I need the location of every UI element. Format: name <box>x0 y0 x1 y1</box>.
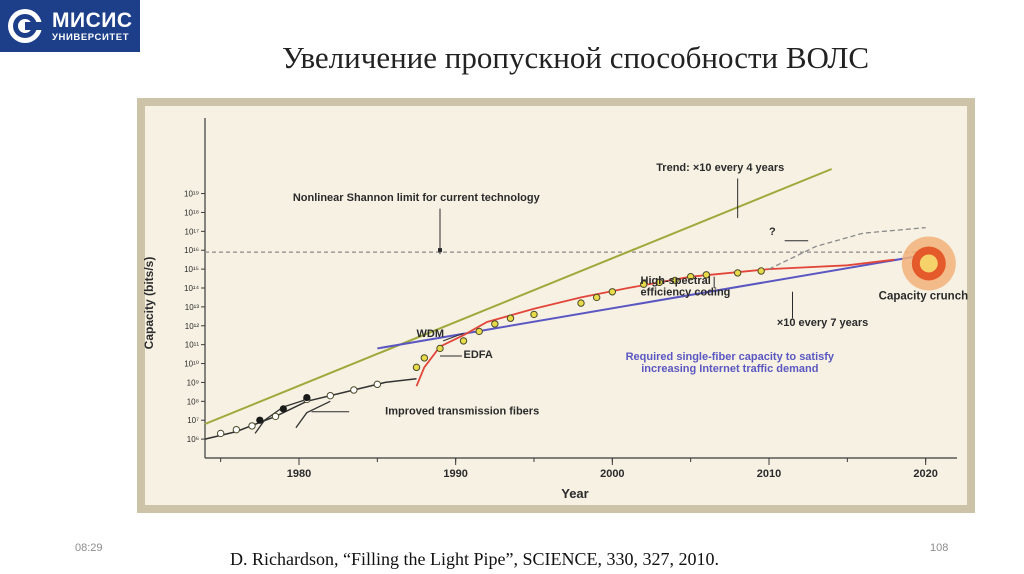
data-point <box>216 429 225 438</box>
x-axis-label: Year <box>561 486 588 501</box>
data-point <box>326 391 335 400</box>
y-tick-label: 10¹³ <box>185 303 200 312</box>
x-tick-label: 2010 <box>757 468 781 480</box>
shannon-pointer-mark <box>438 248 442 253</box>
data-point <box>491 320 499 328</box>
data-point <box>475 327 483 336</box>
demand-label: ×10 every 7 years <box>777 317 868 329</box>
annotation-label: High-spectral <box>641 275 711 287</box>
slide-title: Увеличение пропускной способности ВОЛС <box>282 40 870 75</box>
fiber-curve-2 <box>295 400 331 429</box>
data-point <box>412 363 421 372</box>
x-tick-label: 1980 <box>287 468 311 480</box>
slide-time: 08:29 <box>75 542 103 554</box>
data-point <box>248 422 256 430</box>
data-point <box>420 354 429 362</box>
logo-sub-text: УНИВЕРСИТЕТ <box>52 31 130 43</box>
data-point-filled <box>279 405 287 413</box>
citation: D. Richardson, “Filling the Light Pipe”,… <box>230 549 719 569</box>
y-tick-label: 10¹⁰ <box>184 360 199 369</box>
y-axis-label: Capacity (bits/s) <box>142 257 156 350</box>
y-tick-label: 10⁶ <box>187 435 199 444</box>
data-point <box>350 386 358 394</box>
data-point <box>271 412 280 421</box>
university-logo: МИСИС УНИВЕРСИТЕТ <box>0 0 140 52</box>
data-point <box>671 276 679 285</box>
capacity-crunch-center <box>919 254 938 273</box>
annotation-label: EDFA <box>464 349 493 361</box>
data-point <box>686 272 695 281</box>
x-tick-label: 2000 <box>600 468 624 480</box>
logo-ring-icon <box>6 7 44 45</box>
data-point-filled <box>256 416 264 424</box>
y-tick-label: 10⁸ <box>187 397 199 406</box>
annotation-label: efficiency coding <box>641 287 731 299</box>
annotation-label: ? <box>769 226 776 238</box>
y-tick-label: 10¹⁸ <box>184 208 199 217</box>
y-tick-label: 10¹² <box>185 322 200 331</box>
data-point <box>702 271 711 279</box>
data-point-filled <box>303 393 311 402</box>
x-tick-label: 1990 <box>443 468 467 480</box>
data-point <box>459 337 468 345</box>
wdm-pointer <box>442 332 464 342</box>
y-tick-label: 10¹⁶ <box>184 246 199 255</box>
x-tick-label: 2020 <box>913 468 937 480</box>
data-point <box>232 425 241 434</box>
annotation-label: WDM <box>417 328 445 340</box>
trend-line <box>204 168 833 425</box>
data-point <box>436 344 444 353</box>
y-tick-label: 10⁷ <box>187 416 199 425</box>
data-point <box>373 380 382 389</box>
annotation-label: Improved transmission fibers <box>385 406 539 418</box>
page-number: 108 <box>930 542 949 554</box>
annotation-label: Capacity crunch <box>879 290 968 302</box>
capacity-chart: 10⁶ 10⁷ 10⁸ 10⁹ 10¹⁰ 10¹¹ 10¹² 10¹³ 10¹⁴ 10¹⁵ 10¹⁶… <box>137 98 975 513</box>
shannon-limit-label: Nonlinear Shannon limit for current tech… <box>293 192 541 204</box>
demand-caption-2: increasing Internet traffic demand <box>641 363 818 375</box>
chart-svg: 10⁶ 10⁷ 10⁸ 10⁹ 10¹⁰ 10¹¹ 10¹² 10¹³ 10¹⁴ 10¹⁵ 10¹⁶… <box>137 98 975 513</box>
logo-main-text: МИСИС <box>52 8 133 32</box>
data-point <box>530 310 538 319</box>
y-tick-label: 10¹⁵ <box>184 265 199 274</box>
data-point <box>608 288 617 296</box>
data-point <box>592 293 601 302</box>
data-point <box>506 314 515 322</box>
y-tick-label: 10¹⁷ <box>185 227 200 236</box>
trend-label: Trend: ×10 every 4 years <box>656 162 784 174</box>
demand-line <box>377 251 942 350</box>
demand-caption-1: Required single-fiber capacity to satisf… <box>626 351 835 363</box>
data-point <box>577 299 585 307</box>
chart-background <box>145 106 967 505</box>
future-capacity-curve <box>768 226 926 270</box>
y-tick-label: 10¹⁴ <box>184 284 200 293</box>
data-point <box>655 278 664 287</box>
y-tick-label: 10¹⁹ <box>184 190 199 199</box>
data-point <box>757 267 765 275</box>
y-tick-label: 10⁹ <box>187 378 199 387</box>
data-point <box>733 269 742 277</box>
data-point <box>639 280 648 288</box>
y-tick-label: 10¹¹ <box>185 341 200 350</box>
